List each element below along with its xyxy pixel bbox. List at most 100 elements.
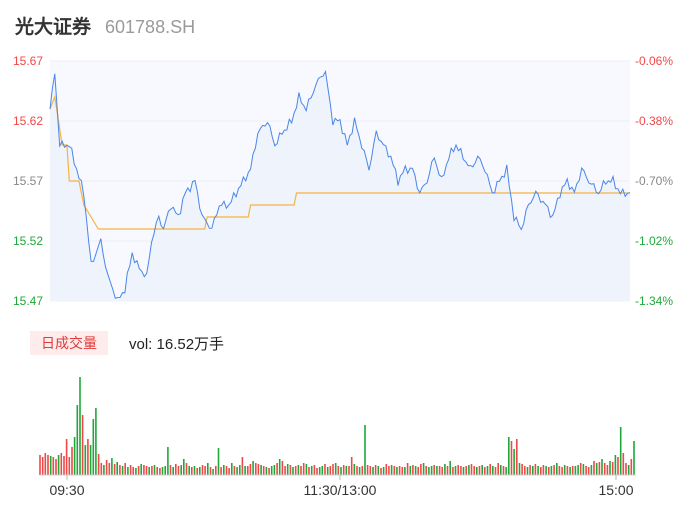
volume-bar — [521, 464, 523, 475]
volume-bar — [111, 458, 113, 475]
volume-bar — [542, 465, 545, 475]
volume-bar — [212, 469, 214, 475]
volume-bar — [414, 466, 417, 475]
volume-bar — [489, 464, 491, 475]
volume-bar — [396, 467, 398, 475]
volume-bar — [446, 466, 449, 475]
volume-bar — [548, 467, 550, 475]
volume-bar — [558, 466, 561, 475]
volume-bar — [188, 466, 190, 475]
volume-bar — [73, 437, 76, 475]
stock-header: 光大证券 601788.SH — [15, 12, 195, 40]
volume-bar — [417, 467, 419, 475]
volume-bar — [609, 461, 611, 475]
volume-bar — [369, 466, 372, 475]
volume-bar — [310, 466, 313, 475]
volume-bar — [273, 465, 276, 475]
right-axis-tick-label: -1.02% — [635, 234, 673, 248]
volume-bar — [193, 466, 196, 475]
left-axis-tick-label: 15.47 — [13, 294, 43, 308]
volume-bar — [231, 463, 233, 475]
volume-bar — [449, 461, 451, 475]
volume-bar — [124, 463, 126, 475]
volume-bar — [537, 466, 539, 475]
volume-bar — [68, 457, 71, 475]
volume-bar — [268, 468, 270, 475]
volume-bar — [630, 459, 633, 475]
volume-bar — [79, 377, 81, 475]
time-tick-label: 09:30 — [49, 482, 84, 498]
volume-bar — [553, 465, 555, 475]
volume-bar — [318, 467, 321, 475]
volume-bar — [180, 465, 182, 475]
volume-bar — [625, 463, 627, 475]
volume-bar — [255, 463, 257, 475]
volume-bar — [265, 467, 268, 475]
volume-bar — [239, 465, 241, 475]
volume-bar — [433, 465, 435, 475]
volume-bar — [571, 466, 574, 475]
volume-bar — [44, 453, 47, 475]
volume-bar — [145, 466, 148, 475]
volume-bar — [462, 467, 465, 475]
volume-bar — [361, 466, 364, 475]
volume-bar — [422, 463, 425, 475]
left-axis-tick-label: 15.52 — [13, 234, 43, 248]
volume-bar — [81, 415, 84, 475]
volume-bar — [430, 466, 433, 475]
volume-bar — [457, 465, 459, 475]
volume-bar — [593, 461, 595, 475]
stock-code: 601788.SH — [105, 17, 196, 37]
volume-bar — [135, 468, 137, 475]
volume-bar — [465, 466, 467, 475]
volume-bar — [534, 464, 537, 475]
volume-bar — [217, 448, 220, 475]
volume-bar — [526, 467, 529, 475]
volume-bar — [622, 453, 625, 475]
volume-bar — [606, 465, 609, 475]
volume-bar — [590, 465, 593, 475]
volume-bar — [236, 467, 238, 475]
volume-bar — [406, 463, 409, 475]
volume-bar — [47, 455, 49, 475]
volume-tab[interactable]: 日成交量 — [30, 331, 108, 355]
volume-bar — [350, 457, 353, 475]
volume-bar — [84, 445, 87, 475]
right-axis-tick-label: -0.38% — [635, 114, 673, 128]
volume-bar — [579, 463, 582, 475]
volume-bar — [353, 464, 356, 475]
time-tick-label: 15:00 — [598, 482, 633, 498]
volume-bar — [225, 466, 228, 475]
volume-bar — [382, 467, 385, 475]
volume-bar — [326, 467, 329, 475]
volume-bar — [49, 456, 52, 475]
volume-bar — [473, 466, 475, 475]
volume-bar — [460, 466, 462, 475]
volume-bar — [478, 466, 481, 475]
volume-bar — [385, 464, 388, 475]
volume-bar — [388, 466, 390, 475]
volume-bar — [428, 467, 430, 475]
volume-bar — [57, 455, 60, 475]
volume-bar — [452, 467, 454, 475]
right-axis-tick-label: -1.34% — [635, 294, 673, 308]
volume-bar — [196, 468, 198, 475]
volume-bar — [278, 459, 281, 475]
volume-bar — [486, 466, 489, 475]
volume-bar — [444, 464, 446, 475]
volume-bar — [156, 467, 158, 475]
volume-bar — [500, 465, 502, 475]
volume-bar — [292, 467, 294, 475]
volume-bar — [60, 453, 63, 475]
volume-bar — [113, 464, 116, 475]
volume-bar — [582, 464, 585, 475]
volume-bar — [97, 454, 100, 475]
volume-bar — [556, 463, 558, 475]
volume-bar — [345, 466, 348, 475]
volume-bar — [574, 466, 577, 475]
volume-bar — [183, 459, 185, 475]
volume-bar — [76, 405, 79, 475]
volume-bar — [484, 467, 486, 475]
volume-bar — [358, 467, 361, 475]
volume-bar — [342, 465, 345, 475]
